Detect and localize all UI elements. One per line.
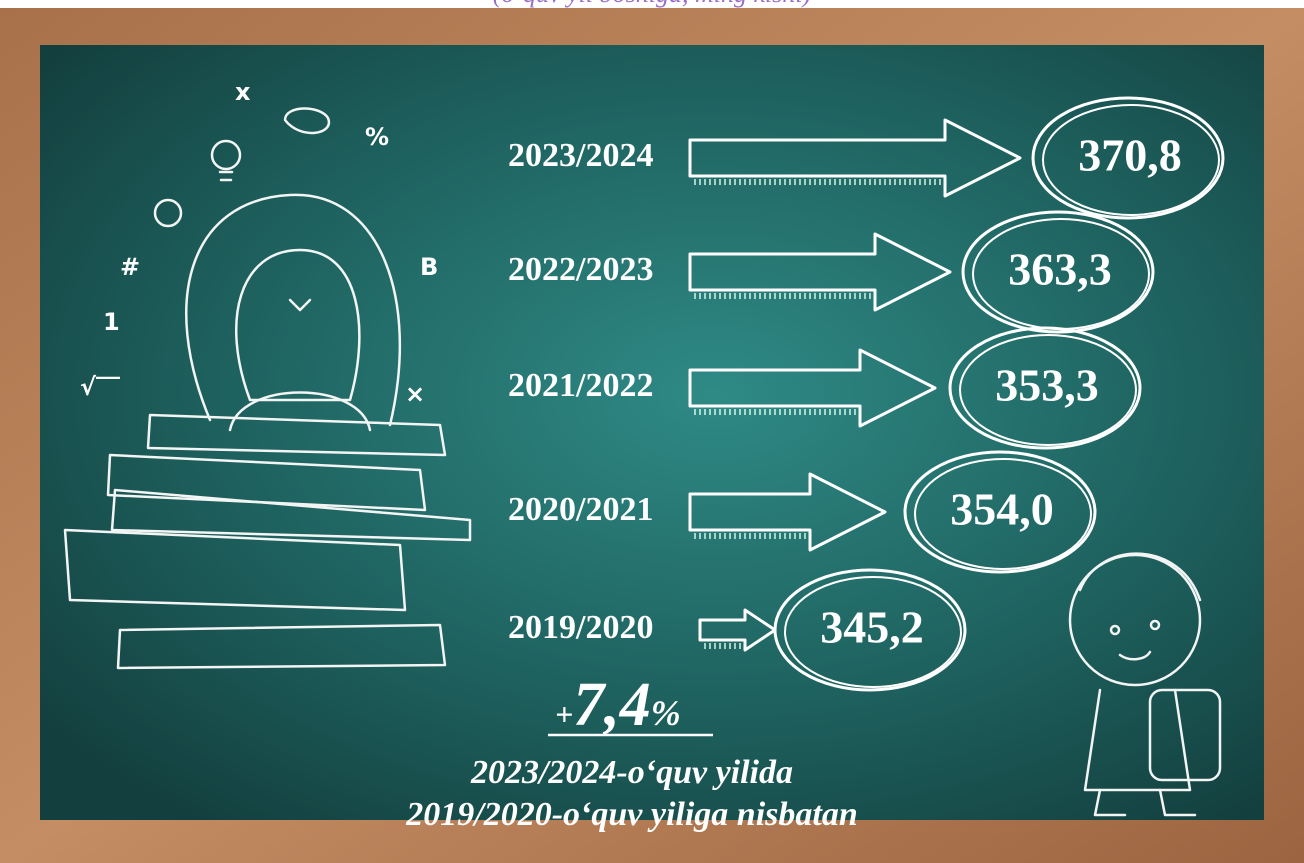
growth: +7,4% bbox=[555, 671, 681, 739]
growth-sign: + bbox=[555, 696, 573, 732]
year-label: 2023/2024 bbox=[508, 137, 653, 174]
doodles: x B # 1 ×% √‾‾ bbox=[80, 78, 438, 408]
year-label: 2019/2020 bbox=[508, 609, 653, 646]
value-label: 370,8 bbox=[1078, 130, 1182, 181]
value-ellipse bbox=[948, 326, 1142, 450]
value-ellipse bbox=[1031, 96, 1225, 220]
growth-unit: % bbox=[651, 693, 681, 733]
value-ellipse-inner bbox=[1042, 104, 1220, 216]
value-ellipse bbox=[773, 568, 967, 692]
value-ellipse-inner bbox=[784, 576, 962, 688]
value-label: 354,0 bbox=[950, 484, 1054, 535]
arrow bbox=[688, 472, 887, 552]
footer-line: 2019/2020-o‘quv yiliga nisbatan bbox=[405, 796, 857, 833]
value-label: 363,3 bbox=[1008, 244, 1112, 295]
value-ellipse-inner bbox=[914, 458, 1092, 570]
arrow bbox=[688, 232, 952, 312]
arrow bbox=[688, 118, 1022, 198]
footer-line: 2023/2024-o‘quv yilida bbox=[470, 754, 793, 791]
boy-sketch bbox=[1068, 552, 1222, 817]
svg-text:x: x bbox=[235, 78, 251, 106]
arrow bbox=[688, 348, 937, 428]
board-surface bbox=[40, 45, 1264, 820]
books-sketch bbox=[63, 193, 472, 670]
value-ellipse-inner bbox=[959, 334, 1137, 446]
svg-text:1: 1 bbox=[103, 308, 120, 336]
year-label: 2020/2021 bbox=[508, 491, 653, 528]
value-ellipse bbox=[903, 450, 1097, 574]
icons-sketch bbox=[153, 107, 331, 228]
svg-text:%: % bbox=[365, 123, 389, 151]
value-label: 353,3 bbox=[995, 360, 1099, 411]
value-ellipse bbox=[961, 210, 1155, 334]
svg-text:B: B bbox=[420, 253, 438, 281]
year-label: 2021/2022 bbox=[508, 367, 653, 404]
svg-text:×: × bbox=[405, 380, 425, 408]
year-label: 2022/2023 bbox=[508, 251, 653, 288]
growth-number: 7,4 bbox=[573, 671, 651, 739]
value-label: 345,2 bbox=[820, 602, 924, 653]
svg-text:√‾‾: √‾‾ bbox=[80, 373, 120, 401]
subtitle: (o‘quv yil boshiga, ming kishi) bbox=[493, 0, 811, 8]
arrow bbox=[698, 608, 777, 652]
svg-text:#: # bbox=[120, 253, 140, 281]
